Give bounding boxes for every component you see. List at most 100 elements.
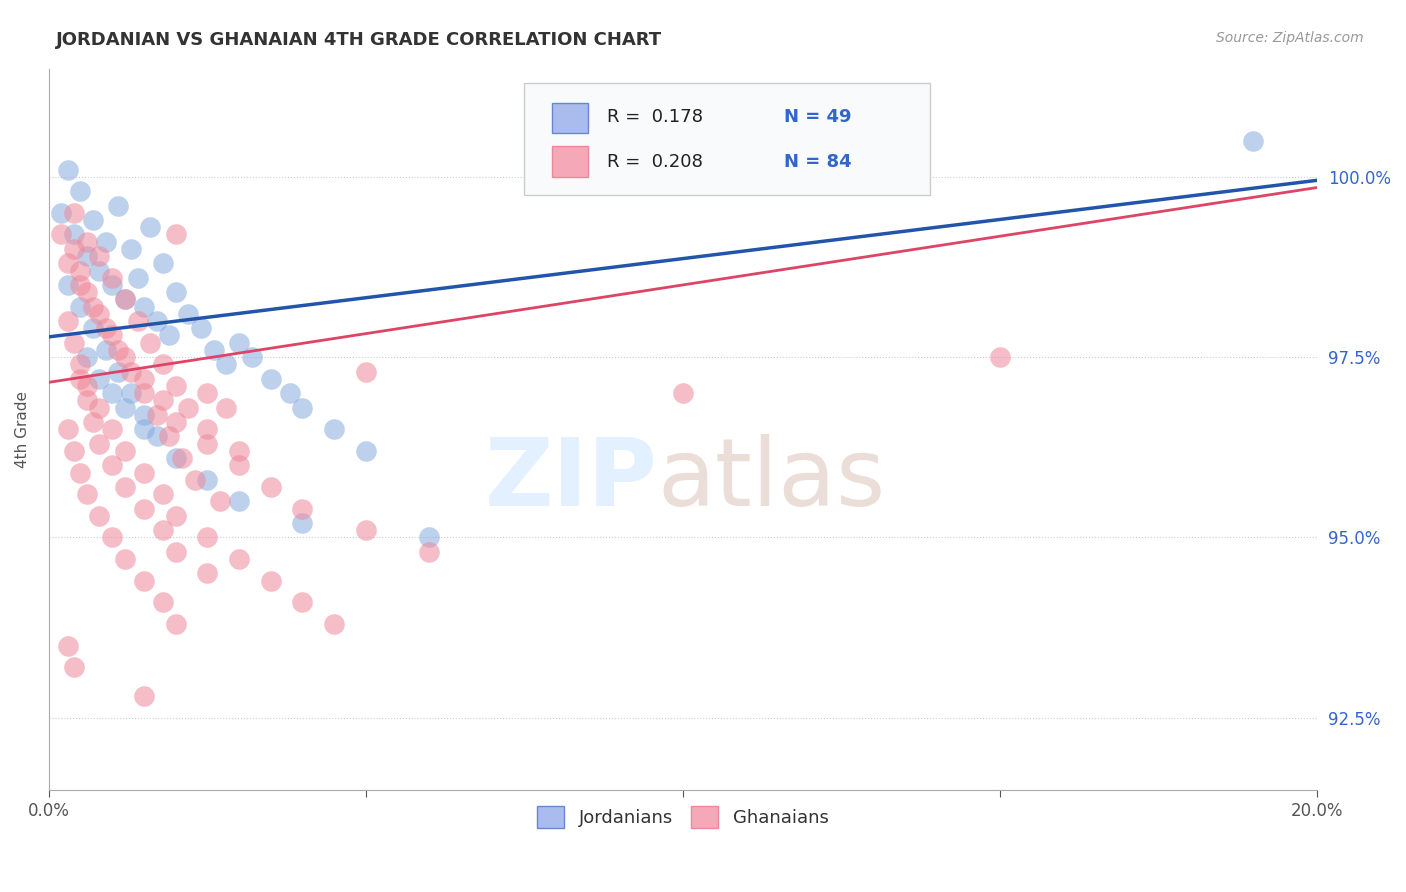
Point bbox=[51, 206, 73, 220]
Point bbox=[139, 220, 162, 235]
Point bbox=[89, 436, 111, 450]
Point bbox=[195, 422, 218, 436]
Point bbox=[114, 480, 136, 494]
Point bbox=[127, 270, 149, 285]
Point bbox=[94, 321, 117, 335]
Point bbox=[165, 285, 187, 300]
Point bbox=[165, 227, 187, 242]
Point bbox=[56, 162, 79, 177]
Point bbox=[76, 285, 98, 300]
Point bbox=[89, 249, 111, 263]
Point bbox=[82, 415, 104, 429]
Point bbox=[69, 277, 91, 292]
Point bbox=[152, 595, 174, 609]
Point bbox=[195, 386, 218, 401]
Point bbox=[165, 545, 187, 559]
Point bbox=[101, 422, 124, 436]
Point bbox=[177, 307, 200, 321]
Point bbox=[183, 473, 205, 487]
Text: atlas: atlas bbox=[658, 434, 886, 525]
Point bbox=[132, 386, 155, 401]
Point bbox=[107, 343, 129, 357]
Point bbox=[63, 227, 86, 242]
Point bbox=[94, 235, 117, 249]
Point bbox=[202, 343, 225, 357]
Point bbox=[291, 516, 314, 530]
Point bbox=[354, 523, 377, 537]
Point bbox=[114, 552, 136, 566]
Point bbox=[89, 401, 111, 415]
Point bbox=[114, 401, 136, 415]
Point bbox=[69, 184, 91, 198]
Point bbox=[139, 335, 162, 350]
Point bbox=[69, 263, 91, 277]
Point bbox=[82, 300, 104, 314]
Point bbox=[260, 372, 283, 386]
Point bbox=[323, 617, 346, 632]
Text: N = 49: N = 49 bbox=[785, 108, 852, 126]
Point bbox=[170, 451, 193, 466]
Point bbox=[132, 466, 155, 480]
Point bbox=[63, 242, 86, 256]
Point bbox=[89, 372, 111, 386]
Point bbox=[152, 487, 174, 501]
Point bbox=[157, 429, 180, 443]
Point bbox=[107, 198, 129, 212]
Legend: Jordanians, Ghanaians: Jordanians, Ghanaians bbox=[530, 798, 835, 835]
Point bbox=[354, 364, 377, 378]
Point bbox=[63, 335, 86, 350]
Point bbox=[988, 350, 1011, 364]
Point bbox=[120, 386, 142, 401]
Point bbox=[190, 321, 212, 335]
Point bbox=[208, 494, 231, 508]
Point bbox=[132, 689, 155, 703]
Point bbox=[152, 256, 174, 270]
Point bbox=[101, 270, 124, 285]
Point bbox=[132, 300, 155, 314]
Point bbox=[89, 508, 111, 523]
Point bbox=[165, 415, 187, 429]
Point bbox=[69, 372, 91, 386]
Point bbox=[56, 314, 79, 328]
Point bbox=[157, 328, 180, 343]
Point bbox=[132, 574, 155, 588]
FancyBboxPatch shape bbox=[524, 83, 931, 194]
Point bbox=[165, 508, 187, 523]
Point bbox=[120, 242, 142, 256]
Point bbox=[228, 458, 250, 473]
Point bbox=[76, 379, 98, 393]
Point bbox=[195, 530, 218, 544]
Point bbox=[114, 350, 136, 364]
Point bbox=[114, 293, 136, 307]
Y-axis label: 4th Grade: 4th Grade bbox=[15, 391, 30, 467]
Point bbox=[76, 235, 98, 249]
Point bbox=[94, 343, 117, 357]
Point bbox=[82, 213, 104, 227]
Point bbox=[120, 364, 142, 378]
Point bbox=[101, 277, 124, 292]
Text: ZIP: ZIP bbox=[485, 434, 658, 525]
Point bbox=[101, 530, 124, 544]
Point bbox=[228, 552, 250, 566]
Point bbox=[107, 364, 129, 378]
Point bbox=[76, 249, 98, 263]
Point bbox=[260, 574, 283, 588]
Point bbox=[132, 422, 155, 436]
Point bbox=[69, 357, 91, 371]
Point bbox=[152, 523, 174, 537]
Point bbox=[152, 357, 174, 371]
Point bbox=[132, 501, 155, 516]
Point bbox=[89, 263, 111, 277]
Point bbox=[165, 451, 187, 466]
Point bbox=[63, 206, 86, 220]
Point bbox=[672, 386, 695, 401]
Point bbox=[165, 379, 187, 393]
Point bbox=[89, 307, 111, 321]
Point bbox=[114, 293, 136, 307]
Point bbox=[56, 639, 79, 653]
Point bbox=[291, 501, 314, 516]
Point bbox=[418, 530, 440, 544]
Point bbox=[291, 401, 314, 415]
Point bbox=[63, 443, 86, 458]
Point bbox=[132, 372, 155, 386]
